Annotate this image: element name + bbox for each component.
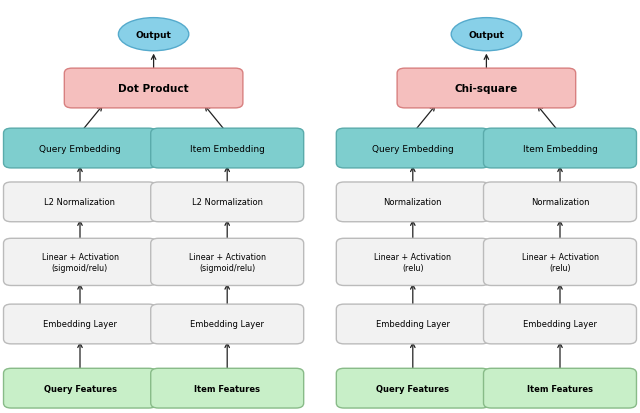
Text: L2 Normalization: L2 Normalization bbox=[192, 198, 262, 207]
FancyBboxPatch shape bbox=[484, 129, 636, 169]
Text: Linear + Activation
(sigmoid/relu): Linear + Activation (sigmoid/relu) bbox=[42, 253, 118, 272]
Text: Dot Product: Dot Product bbox=[118, 84, 189, 94]
Text: Item Embedding: Item Embedding bbox=[190, 144, 264, 153]
Text: Query Embedding: Query Embedding bbox=[372, 144, 454, 153]
Text: Item Features: Item Features bbox=[194, 384, 260, 393]
Ellipse shape bbox=[118, 19, 189, 52]
Text: Embedding Layer: Embedding Layer bbox=[190, 320, 264, 329]
Text: Item Embedding: Item Embedding bbox=[523, 144, 597, 153]
FancyBboxPatch shape bbox=[337, 183, 489, 222]
FancyBboxPatch shape bbox=[337, 239, 489, 286]
Text: Linear + Activation
(relu): Linear + Activation (relu) bbox=[374, 253, 451, 272]
Text: Normalization: Normalization bbox=[383, 198, 442, 207]
FancyBboxPatch shape bbox=[4, 183, 156, 222]
Text: Chi-square: Chi-square bbox=[455, 84, 518, 94]
FancyBboxPatch shape bbox=[151, 304, 304, 344]
Text: Embedding Layer: Embedding Layer bbox=[43, 320, 117, 329]
FancyBboxPatch shape bbox=[151, 183, 304, 222]
FancyBboxPatch shape bbox=[484, 304, 636, 344]
FancyBboxPatch shape bbox=[4, 368, 156, 408]
Text: Query Features: Query Features bbox=[376, 384, 449, 393]
Text: Normalization: Normalization bbox=[531, 198, 589, 207]
FancyBboxPatch shape bbox=[4, 239, 156, 286]
FancyBboxPatch shape bbox=[484, 183, 636, 222]
FancyBboxPatch shape bbox=[484, 239, 636, 286]
Text: Embedding Layer: Embedding Layer bbox=[523, 320, 597, 329]
FancyBboxPatch shape bbox=[397, 69, 576, 109]
FancyBboxPatch shape bbox=[151, 129, 304, 169]
FancyBboxPatch shape bbox=[484, 368, 636, 408]
FancyBboxPatch shape bbox=[337, 368, 489, 408]
Text: Linear + Activation
(sigmoid/relu): Linear + Activation (sigmoid/relu) bbox=[189, 253, 266, 272]
FancyBboxPatch shape bbox=[151, 239, 304, 286]
Text: Query Embedding: Query Embedding bbox=[39, 144, 121, 153]
Text: Query Features: Query Features bbox=[44, 384, 116, 393]
Text: Linear + Activation
(relu): Linear + Activation (relu) bbox=[522, 253, 598, 272]
Text: Embedding Layer: Embedding Layer bbox=[376, 320, 450, 329]
Ellipse shape bbox=[451, 19, 522, 52]
Text: Output: Output bbox=[468, 31, 504, 40]
Text: L2 Normalization: L2 Normalization bbox=[45, 198, 115, 207]
Text: Item Features: Item Features bbox=[527, 384, 593, 393]
FancyBboxPatch shape bbox=[337, 304, 489, 344]
FancyBboxPatch shape bbox=[4, 129, 156, 169]
FancyBboxPatch shape bbox=[4, 304, 156, 344]
Text: Output: Output bbox=[136, 31, 172, 40]
FancyBboxPatch shape bbox=[64, 69, 243, 109]
FancyBboxPatch shape bbox=[337, 129, 489, 169]
FancyBboxPatch shape bbox=[151, 368, 304, 408]
